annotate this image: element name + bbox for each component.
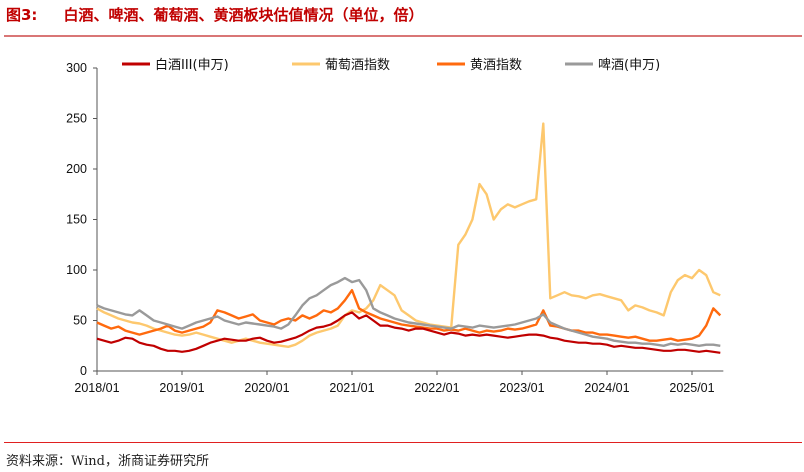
title-divider — [4, 35, 802, 37]
x-tick-label: 2020/01 — [244, 381, 289, 395]
x-tick-label: 2025/01 — [669, 381, 714, 395]
legend-label: 葡萄酒指数 — [325, 58, 390, 73]
y-tick-label: 100 — [66, 263, 87, 277]
series-line-1 — [96, 122, 721, 348]
x-tick-label: 2022/01 — [414, 381, 459, 395]
legend: 白酒III(申万) 葡萄酒指数 黄酒指数 啤酒(申万) — [122, 57, 660, 73]
x-tick-label: 2024/01 — [584, 381, 629, 395]
x-tick-label: 2019/01 — [159, 381, 204, 395]
series-line-0 — [96, 311, 721, 354]
title-text: 白酒、啤酒、葡萄酒、黄酒板块估值情况（单位，倍） — [63, 6, 424, 24]
legend-label: 啤酒(申万) — [598, 58, 660, 73]
x-tick-label: 2018/01 — [74, 381, 119, 395]
footer-divider — [4, 442, 802, 443]
figure-title: 图3: 白酒、啤酒、葡萄酒、黄酒板块估值情况（单位，倍） — [6, 4, 423, 25]
figure-number: 图3: — [6, 6, 38, 24]
legend-label: 黄酒指数 — [470, 58, 522, 73]
series-line-3 — [96, 276, 721, 347]
y-tick-label: 300 — [66, 61, 87, 75]
x-tick-label: 2023/01 — [499, 381, 544, 395]
y-tick-label: 200 — [66, 162, 87, 176]
y-tick-label: 250 — [66, 112, 87, 126]
y-tick-label: 0 — [80, 364, 87, 378]
y-tick-label: 50 — [73, 314, 87, 328]
x-tick-label: 2021/01 — [329, 381, 374, 395]
legend-label: 白酒III(申万) — [155, 57, 229, 73]
series-line-2 — [96, 289, 722, 342]
y-tick-label: 150 — [66, 213, 87, 227]
source-note: 资料来源：Wind，浙商证券研究所 — [6, 454, 209, 469]
